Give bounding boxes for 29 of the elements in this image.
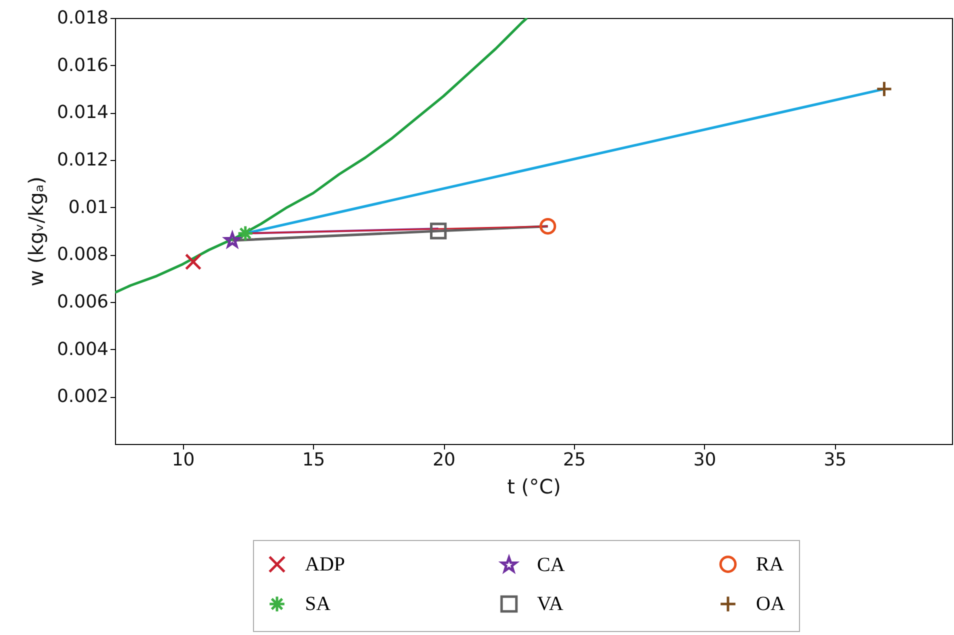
x-tick-label: 20 xyxy=(432,450,456,470)
x-tick-label: 10 xyxy=(172,450,195,470)
y-tick-label: 0.018 xyxy=(56,8,108,28)
legend-label: ADP xyxy=(305,553,346,576)
legend-label: CA xyxy=(537,554,566,576)
legend-label: OA xyxy=(756,593,786,615)
y-tick-label: 0.002 xyxy=(56,386,108,408)
y-tick-label: 0.01 xyxy=(68,196,108,218)
x-tick-label: 15 xyxy=(302,450,326,470)
y-tick-label: 0.014 xyxy=(56,102,108,124)
legend-label: VA xyxy=(537,593,564,615)
legend-label: SA xyxy=(305,593,332,615)
line-series xyxy=(115,18,528,294)
x-tick-label: 30 xyxy=(693,450,716,470)
point xyxy=(430,222,447,240)
point xyxy=(237,225,254,242)
point xyxy=(184,253,202,270)
y-tick-label: 0.004 xyxy=(56,338,108,360)
y-axis-title: w (kgᵥ/kgₐ) xyxy=(24,176,48,286)
x-axis-title: t (°C) xyxy=(507,474,561,498)
point xyxy=(876,80,893,98)
legend-label: RA xyxy=(756,553,784,576)
y-tick-label: 0.006 xyxy=(56,292,108,312)
point xyxy=(540,218,556,235)
y-tick-label: 0.012 xyxy=(56,150,108,170)
y-tick-label: 0.016 xyxy=(56,54,108,76)
x-tick-label: 25 xyxy=(562,450,586,470)
y-tick-label: 0.008 xyxy=(56,244,108,266)
x-tick-label: 35 xyxy=(824,450,847,470)
